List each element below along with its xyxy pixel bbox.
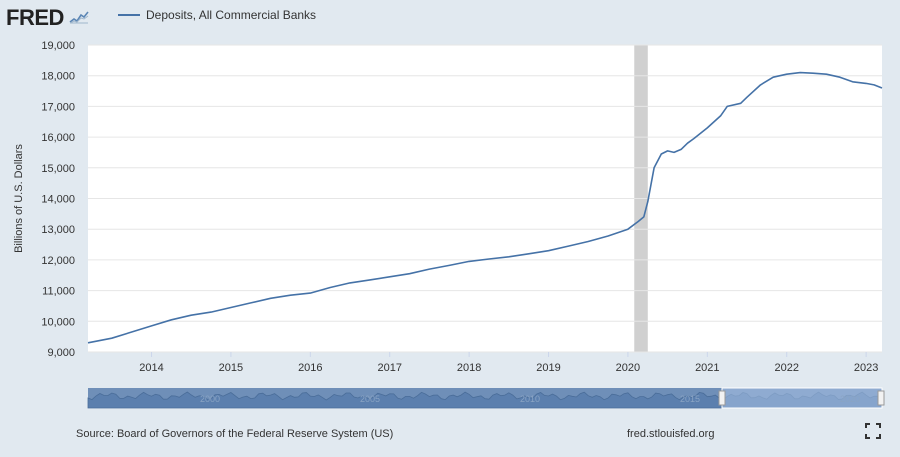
navigator-label: 2015 (680, 394, 700, 404)
legend[interactable]: Deposits, All Commercial Banks (118, 8, 316, 22)
logo-text: FRED (6, 5, 64, 30)
y-tick-label: 13,000 (41, 224, 75, 236)
x-tick-label: 2023 (854, 362, 878, 374)
x-tick-label: 2017 (377, 362, 401, 374)
y-tick-label: 12,000 (41, 255, 75, 267)
y-tick-label: 18,000 (41, 71, 75, 83)
y-tick-labels: 9,000 10,000 11,000 12,000 13,000 14,000 15,00… (41, 40, 75, 359)
chart-logo-icon (67, 10, 90, 26)
site-link[interactable]: fred.stlouisfed.org (627, 428, 715, 440)
navigator-handle[interactable] (877, 390, 885, 406)
navigator-handle[interactable] (718, 390, 726, 406)
fred-logo[interactable]: FRED (6, 5, 90, 31)
series-layer (87, 71, 883, 344)
navigator-label: 2020 (840, 394, 860, 404)
y-tick-label: 16,000 (41, 132, 75, 144)
x-tick-label: 2018 (457, 362, 481, 374)
y-tick-label: 11,000 (42, 286, 75, 298)
x-tick-label: 2020 (616, 362, 640, 374)
y-axis-label: Billions of U.S. Dollars (13, 144, 25, 253)
x-tick-label: 2021 (695, 362, 719, 374)
x-tick-label: 2014 (139, 362, 163, 374)
y-tick-label: 17,000 (41, 101, 75, 113)
navigator-label: 2000 (200, 394, 220, 404)
navigator-label: 2010 (520, 394, 540, 404)
source-note: Source: Board of Governors of the Federa… (76, 428, 394, 440)
x-tick-label: 2016 (298, 362, 322, 374)
y-tick-label: 19,000 (41, 40, 75, 52)
series-line (87, 71, 883, 344)
x-tick-label: 2022 (774, 362, 798, 374)
legend-swatch (118, 14, 140, 16)
navigator[interactable]: 2000 2005 2010 2015 2020 (87, 387, 885, 409)
grid-layer (88, 44, 882, 353)
x-tick-label: 2015 (219, 362, 243, 374)
navigator-label: 2005 (360, 394, 380, 404)
x-tick-label: 2019 (536, 362, 560, 374)
y-tick-label: 9,000 (47, 347, 75, 359)
legend-label: Deposits, All Commercial Banks (146, 8, 317, 22)
y-tick-label: 10,000 (41, 316, 75, 328)
x-tick-labels: 2014 2015 2016 2017 2018 2019 2020 2021 2022 2023 (139, 352, 878, 374)
fullscreen-icon[interactable] (864, 422, 882, 440)
y-tick-label: 14,000 (41, 194, 75, 206)
y-tick-label: 15,000 (41, 163, 75, 175)
